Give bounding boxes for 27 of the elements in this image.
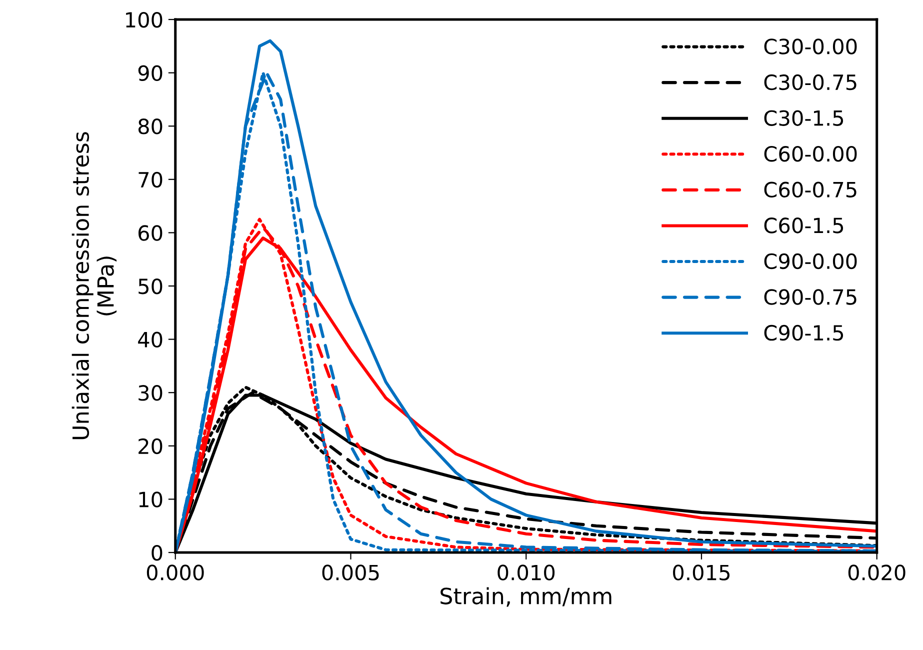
y-tick-label: 90 <box>138 65 162 82</box>
legend-label: C60-0.75 <box>764 182 856 198</box>
legend-label: C30-0.75 <box>764 74 856 90</box>
y-tick-label: 50 <box>138 278 162 294</box>
x-tick-label: 0.005 <box>322 564 379 580</box>
y-tick-label: 0 <box>152 544 162 561</box>
x-tick-label: 0.020 <box>848 564 906 580</box>
y-tick-label: 80 <box>138 118 162 134</box>
y-tick-label: 40 <box>138 332 162 348</box>
legend-label: C60-1.5 <box>764 218 844 234</box>
y-tick-label: 100 <box>126 12 162 28</box>
y-tick-label: 20 <box>138 438 162 454</box>
legend-label: C90-0.75 <box>764 289 856 305</box>
x-tick-label: 0.010 <box>498 564 555 580</box>
y-tick-label: 10 <box>139 492 162 508</box>
y-axis-title: Uniaxial compression stress (MPa) <box>72 132 117 440</box>
legend-label: C30-1.5 <box>764 110 844 126</box>
y-tick-label: 60 <box>138 225 162 241</box>
y-tick-label: 30 <box>138 385 162 401</box>
legend-label: C90-0.00 <box>764 253 857 270</box>
x-axis-title: Strain, mm/mm <box>440 587 612 607</box>
x-tick-label: 0.015 <box>673 564 730 580</box>
legend-label: C90-1.5 <box>764 324 844 341</box>
x-tick-label: 0.000 <box>146 564 204 580</box>
y-tick-label: 70 <box>138 172 162 188</box>
legend-label: C30-0.00 <box>764 38 857 54</box>
legend-label: C60-0.00 <box>764 146 857 162</box>
